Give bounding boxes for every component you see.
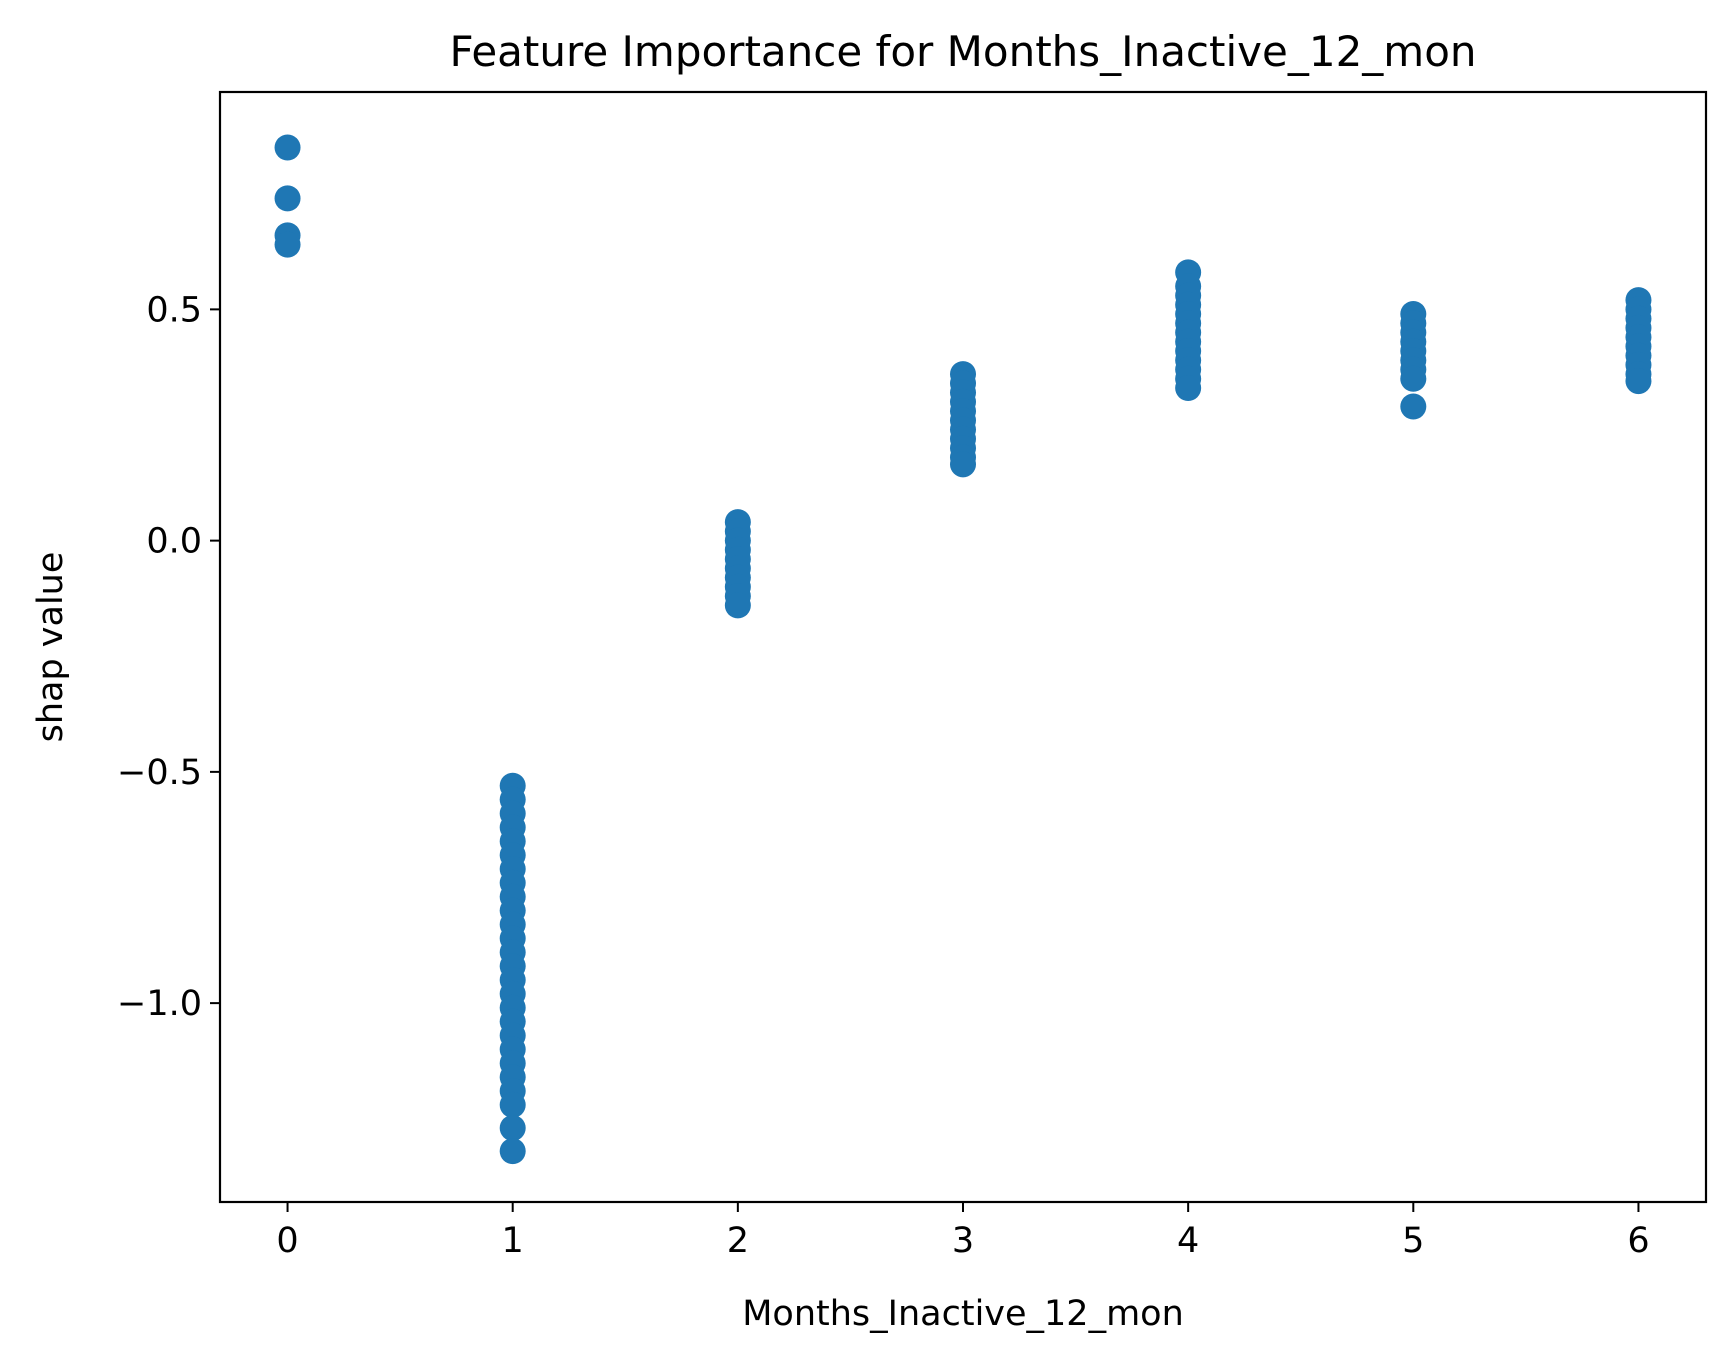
data-point xyxy=(274,231,301,258)
x-tick-label: 3 xyxy=(952,1221,974,1261)
data-point xyxy=(1175,375,1202,401)
x-tick-label: 1 xyxy=(502,1221,524,1261)
y-tick-label: −0.5 xyxy=(117,753,202,793)
y-axis-label: shap value xyxy=(31,552,71,743)
chart-title: Feature Importance for Months_Inactive_1… xyxy=(449,27,1476,76)
x-tick-label: 5 xyxy=(1402,1221,1424,1261)
data-point xyxy=(1400,365,1427,392)
y-axis-ticks: −1.0 −0.5 0.0 0.5 xyxy=(117,290,220,1024)
y-tick-label: 0.0 xyxy=(146,522,202,562)
data-point xyxy=(274,134,301,161)
x-axis-label: Months_Inactive_12_mon xyxy=(742,1294,1184,1334)
y-tick-label: −1.0 xyxy=(117,984,202,1024)
x-tick-label: 0 xyxy=(276,1221,298,1261)
data-point xyxy=(1625,368,1652,395)
data-point xyxy=(499,1091,526,1118)
data-point xyxy=(274,185,301,212)
plot-frame xyxy=(218,90,1708,1204)
data-point xyxy=(499,1138,526,1165)
data-point xyxy=(724,592,751,619)
x-axis-ticks: 0 1 2 3 4 5 6 xyxy=(276,1202,1650,1261)
data-point xyxy=(499,1115,526,1141)
x-tick-label: 4 xyxy=(1177,1221,1199,1261)
y-tick-label: 0.5 xyxy=(146,290,202,330)
x-tick-label: 2 xyxy=(727,1221,749,1261)
data-points-layer xyxy=(274,134,1652,1165)
data-point xyxy=(950,451,976,478)
data-point xyxy=(1400,393,1427,420)
x-tick-label: 6 xyxy=(1627,1221,1649,1261)
